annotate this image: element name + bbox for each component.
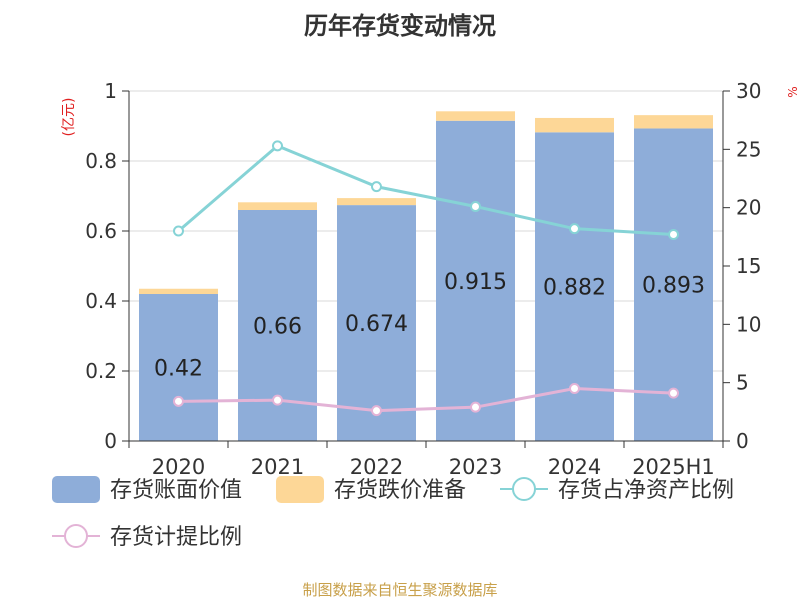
point-provision-ratio [668,387,679,399]
point-net-asset-ratio [272,140,283,152]
bar-book-value [139,294,218,441]
y-left-tick-label: 0.4 [85,289,117,313]
grid-lines [129,90,723,372]
bar-impairment-reserve [634,115,713,129]
y-right-tick-label: 0 [736,429,749,453]
y-right-axis-label: % [786,86,800,97]
x-tick-label: 2024 [548,455,601,479]
x-tick-label: 2022 [350,455,403,479]
bar-data-label: 0.893 [642,274,705,299]
bar-data-label: 0.882 [543,276,606,301]
legend-label: 存货占净资产比例 [558,478,734,503]
bar-data-label: 0.66 [253,315,302,340]
legend-swatch [276,476,324,503]
point-net-asset-ratio [569,223,580,235]
bar-impairment-reserve [139,288,218,294]
point-net-asset-ratio [371,181,382,193]
point-net-asset-ratio [470,201,481,212]
point-provision-ratio [173,395,184,407]
legend-marker [512,477,536,501]
y-right-tick-label: 30 [736,79,761,103]
bar-data-label: 0.915 [444,270,507,295]
legend-marker [64,524,88,548]
y-right-tick-label: 25 [736,137,761,161]
bar-impairment-reserve [238,202,317,210]
point-provision-ratio [371,405,382,417]
y-left-tick-label: 0.6 [85,219,117,243]
line-net-asset-ratio [177,144,674,236]
y-left-tick-label: 0 [104,429,117,453]
bar-data-label: 0.42 [154,357,203,382]
point-net-asset-ratio [173,225,184,237]
chart-title: 历年存货变动情况 [304,12,496,40]
legend-label: 存货计提比例 [110,525,242,550]
legend-label: 存货账面价值 [110,478,242,503]
bar-book-value [337,205,416,441]
source-footer: 制图数据来自恒生聚源数据库 [302,581,497,599]
bar-impairment-reserve [436,111,515,121]
bar-book-value [436,120,515,441]
point-provision-ratio [272,394,283,406]
legend-swatch [52,476,100,503]
y-right-tick-label: 15 [736,254,761,278]
point-provision-ratio [470,401,481,413]
y-right-tick-label: 20 [736,196,761,220]
bar-data-label: 0.674 [345,312,408,337]
x-tick-label: 2025H1 [632,455,715,479]
point-provision-ratio [569,383,580,394]
x-tick-label: 2023 [449,455,502,479]
legend-label: 存货跌价准备 [334,478,466,503]
bar-impairment-reserve [535,117,614,133]
x-tick-label: 2020 [152,455,205,479]
point-net-asset-ratio [668,229,679,240]
line-series [173,140,679,417]
y-left-tick-label: 0.8 [85,149,117,173]
bar-impairment-reserve [337,198,416,206]
y-right-tick-label: 10 [736,312,761,336]
y-right-tick-label: 5 [736,371,749,395]
x-tick-label: 2021 [251,455,304,479]
y-left-tick-label: 0.2 [85,359,117,383]
line-provision-ratio [178,386,674,413]
bar-series: 0.42 0.66 0.674 0.915 0.882 0.893 [139,111,713,442]
y-left-tick-label: 1 [104,79,117,103]
y-left-axis-label: (亿元) [61,98,77,137]
